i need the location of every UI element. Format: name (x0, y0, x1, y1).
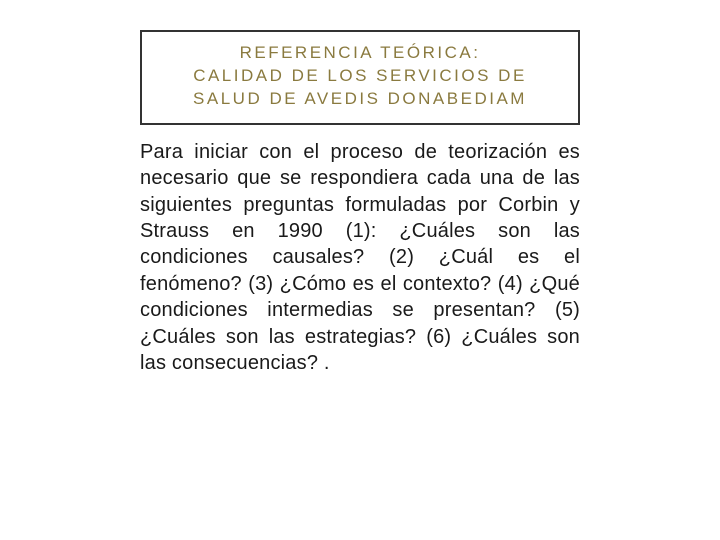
title-line-3: SALUD DE AVEDIS DONABEDIAM (193, 89, 527, 108)
title-text: REFERENCIA TEÓRICA: CALIDAD DE LOS SERVI… (156, 42, 564, 111)
body-paragraph: Para iniciar con el proceso de teorizaci… (140, 139, 580, 377)
title-box: REFERENCIA TEÓRICA: CALIDAD DE LOS SERVI… (140, 30, 580, 125)
title-line-1: REFERENCIA TEÓRICA: (240, 43, 481, 62)
body-box: Para iniciar con el proceso de teorizaci… (140, 139, 580, 377)
title-line-2: CALIDAD DE LOS SERVICIOS DE (193, 66, 527, 85)
slide: REFERENCIA TEÓRICA: CALIDAD DE LOS SERVI… (0, 0, 720, 540)
